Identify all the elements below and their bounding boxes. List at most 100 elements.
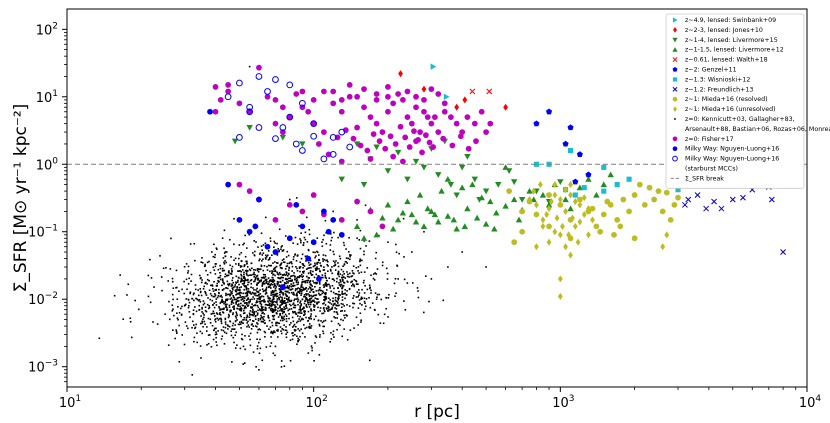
- data-point-10-c822: [209, 322, 212, 324]
- data-point-10-c1793: [306, 275, 308, 278]
- data-point-10-c1279: [305, 294, 308, 296]
- data-point-11-32: [435, 129, 442, 135]
- data-point-10-c1689: [297, 320, 299, 323]
- data-point-13-22: [329, 151, 337, 158]
- data-point-10-c2052: [344, 292, 346, 295]
- data-point-10-c2080: [300, 304, 302, 307]
- data-point-3-30: [593, 191, 600, 198]
- data-point-10-c2143: [331, 266, 333, 268]
- data-point-10-c1696: [213, 293, 216, 295]
- data-point-10-c1005: [240, 308, 242, 311]
- data-point-8-11: [614, 216, 621, 223]
- data-point-10-c1641: [346, 303, 348, 306]
- data-point-11-16: [354, 93, 360, 100]
- data-point-10-c580: [428, 300, 430, 303]
- data-point-10-c975: [262, 318, 265, 320]
- data-point-10-c1027: [330, 308, 332, 310]
- data-point-10-c2050: [216, 282, 219, 285]
- data-point-10-c1405: [274, 269, 277, 272]
- data-point-10-c2120: [282, 249, 284, 252]
- data-point-10-c1240: [223, 263, 226, 265]
- data-point-10-c1654: [215, 285, 218, 287]
- data-point-10-c1568: [223, 288, 225, 290]
- data-point-10-c420: [302, 264, 305, 267]
- data-point-10-c542: [297, 339, 299, 342]
- data-point-10-c230: [263, 298, 265, 301]
- data-point-11-108: [385, 84, 391, 90]
- data-point-10-c1481: [245, 288, 248, 291]
- legend-item-6: z~1.3: Wisnioski+12: [672, 76, 750, 83]
- data-point-10-c2082: [364, 302, 366, 305]
- data-point-10-c1673: [238, 253, 241, 256]
- data-point-2-10: [373, 144, 380, 151]
- data-point-10-c2198: [231, 279, 234, 282]
- data-point-10-c1175: [274, 284, 276, 287]
- data-point-10-c1751: [290, 308, 293, 310]
- data-point-10-c12: [260, 314, 262, 317]
- data-point-10-c179: [221, 296, 223, 298]
- data-point-10-c256: [245, 286, 248, 288]
- data-point-10-c1535: [343, 264, 346, 266]
- data-point-10-c1326: [250, 262, 253, 265]
- data-point-10-c1463: [287, 282, 289, 284]
- data-point-5-3: [567, 124, 574, 131]
- data-point-10-c919: [186, 288, 188, 291]
- data-point-12-5: [272, 249, 279, 255]
- data-point-10-c757: [269, 279, 272, 281]
- data-point-10-c329: [304, 281, 307, 284]
- data-point-6-5: [626, 176, 632, 182]
- data-point-10-c1931: [345, 261, 347, 263]
- data-point-10-c1862: [376, 296, 378, 299]
- data-point-0-0: [430, 63, 437, 70]
- data-point-10-c2033: [256, 294, 259, 297]
- data-point-10-c1490: [137, 308, 140, 311]
- data-point-10-c1708: [251, 314, 253, 316]
- data-point-10-c1772: [191, 374, 194, 376]
- data-point-10-c1747: [256, 301, 259, 303]
- data-point-10-c359: [291, 270, 293, 272]
- data-point-10-c1025: [287, 272, 290, 275]
- data-point-10-c472: [270, 303, 273, 306]
- data-point-10-c341: [310, 308, 312, 310]
- data-point-10-c1147: [304, 255, 307, 258]
- data-point-10-c599: [238, 244, 241, 246]
- data-point-10-c714: [280, 360, 283, 362]
- data-point-10-c1001: [243, 316, 246, 319]
- data-point-10-c794: [268, 285, 271, 288]
- data-point-10-c1232: [224, 273, 227, 276]
- data-point-10-c1248: [279, 326, 282, 328]
- data-point-10-c512: [240, 327, 242, 329]
- data-point-10-c1529: [275, 292, 278, 295]
- data-point-10-c1877: [254, 250, 256, 253]
- data-point-10-c526: [207, 334, 210, 336]
- data-point-10-c716: [314, 281, 317, 284]
- legend-item-9: z~1: Mieda+16 (unresolved): [673, 106, 776, 113]
- data-point-10-c2001: [292, 303, 294, 306]
- data-point-10-c281: [321, 245, 324, 248]
- data-point-2-26: [453, 192, 460, 199]
- data-point-10-c1293: [248, 314, 251, 316]
- data-point-10-c301: [295, 298, 298, 300]
- data-point-10-c1571: [192, 324, 195, 326]
- data-point-10-c1971: [175, 286, 178, 289]
- data-point-11-51: [346, 93, 353, 100]
- data-point-10-c166: [193, 242, 196, 245]
- data-point-10-c503: [302, 263, 305, 265]
- data-point-10-c1603: [217, 279, 219, 282]
- data-point-10-c2128: [250, 286, 252, 289]
- data-point-10-c671: [334, 296, 337, 299]
- data-point-10-c1122: [234, 285, 236, 288]
- data-point-10-c1814: [288, 262, 291, 265]
- data-point-10-c990: [300, 257, 303, 260]
- data-point-10-c2127: [209, 318, 212, 321]
- data-point-10-c406: [149, 258, 151, 261]
- data-point-9-26: [660, 243, 666, 251]
- data-point-10-c106: [333, 253, 335, 256]
- data-point-10-c2062: [250, 313, 252, 316]
- data-point-10-c1883: [194, 306, 196, 308]
- data-point-10-c1349: [273, 283, 276, 286]
- data-point-10-c437: [211, 324, 214, 327]
- data-point-10-c749: [288, 308, 291, 311]
- data-point-10-c1393: [265, 258, 267, 260]
- data-point-10-c974: [262, 321, 265, 323]
